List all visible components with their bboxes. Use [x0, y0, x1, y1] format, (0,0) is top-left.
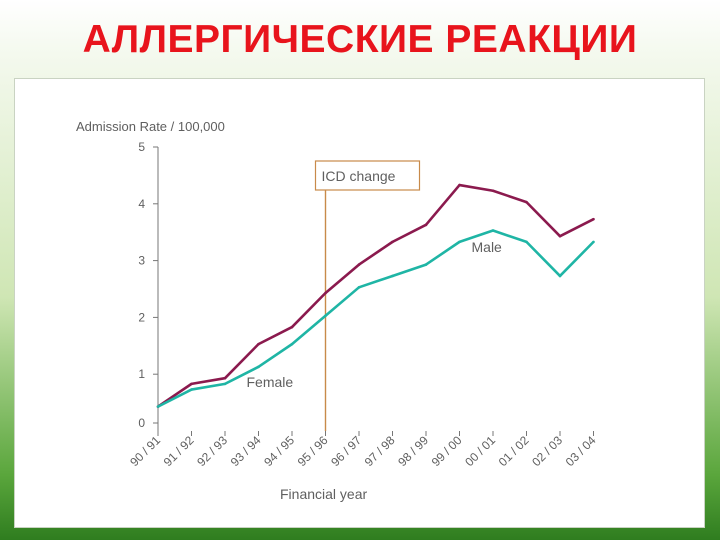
data-point-male: [558, 274, 562, 278]
series-label-female: Female: [247, 374, 294, 390]
data-point-female: [491, 189, 495, 193]
data-point-female: [391, 240, 394, 244]
x-tick-label: 95 / 96: [295, 433, 331, 469]
data-point-male: [290, 342, 294, 346]
data-point-female: [190, 382, 193, 386]
data-point-female: [324, 291, 327, 295]
x-tick-label: 93 / 94: [228, 433, 264, 469]
y-tick-label: 1: [138, 367, 145, 381]
data-point-male: [491, 229, 495, 232]
data-point-male: [324, 314, 327, 318]
data-point-female: [257, 342, 260, 346]
data-point-female: [290, 325, 294, 329]
data-point-male: [458, 240, 461, 244]
x-tick-label: 00 / 01: [462, 433, 498, 469]
data-point-male: [525, 240, 528, 244]
y-tick-label: 3: [138, 254, 145, 268]
icd-change-box: [314, 160, 421, 191]
series-line-male: [157, 229, 595, 408]
data-point-male: [592, 240, 595, 244]
data-point-female: [424, 223, 428, 227]
y-axis-label: Admission Rate / 100,000: [76, 119, 225, 134]
x-tick-label: 03 / 04: [563, 433, 599, 469]
data-point-male: [424, 263, 428, 266]
data-point-female: [458, 183, 461, 187]
data-point-male: [391, 274, 394, 278]
data-point-male: [257, 365, 260, 369]
x-axis-label: Financial year: [280, 486, 367, 502]
data-point-female: [525, 200, 528, 204]
data-point-male: [156, 405, 160, 408]
data-point-female: [357, 263, 361, 266]
x-tick-label: 94 / 95: [261, 433, 297, 469]
x-tick-label: 01 / 02: [496, 433, 532, 469]
icd-change-label: ICD change: [322, 168, 396, 184]
x-tick-label: 02 / 03: [529, 433, 565, 469]
y-tick-label: 2: [138, 310, 145, 324]
data-point-female: [592, 217, 595, 221]
data-point-male: [357, 286, 361, 289]
data-point-female: [223, 376, 227, 380]
data-point-male: [190, 388, 193, 391]
x-tick-label: 96 / 97: [328, 433, 364, 469]
series-label-male: Male: [472, 239, 503, 255]
x-tick-label: 91 / 92: [161, 433, 197, 469]
data-point-male: [223, 382, 227, 386]
data-point-female: [558, 234, 562, 238]
x-tick-label: 98 / 99: [395, 433, 431, 469]
series-line-female: [157, 183, 595, 408]
x-tick-label: 97 / 98: [362, 433, 398, 469]
y-tick-label: 0: [138, 416, 145, 430]
x-tick-label: 90 / 91: [127, 433, 163, 469]
y-tick-label: 5: [138, 140, 145, 154]
slide-title: АЛЛЕРГИЧЕСКИЕ РЕАКЦИИ: [82, 18, 638, 61]
y-tick-label: 4: [138, 197, 145, 211]
x-tick-label: 99 / 00: [429, 433, 465, 469]
x-tick-label: 92 / 93: [194, 433, 230, 469]
